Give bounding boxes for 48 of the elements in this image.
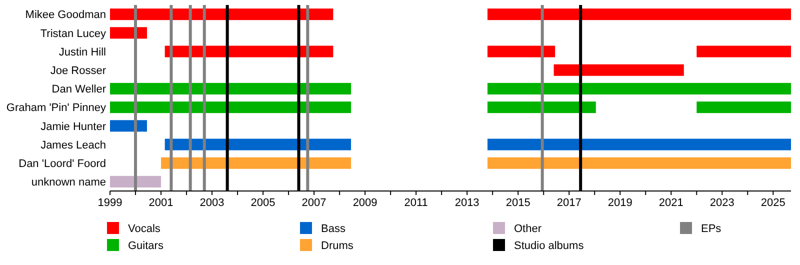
bar [554,64,684,76]
bar [161,157,352,169]
y-tick-label: Dan 'Loord' Foord [18,158,106,170]
x-tick-label: 2009 [352,197,378,209]
x-tick-label: 2007 [302,197,326,209]
bar [487,157,791,169]
bar [110,120,147,132]
bar [487,8,791,20]
x-tick-label: 2011 [404,197,428,209]
bar [110,27,147,39]
x-tick-label: 2019 [608,197,632,209]
x-tick-label: 2003 [200,197,224,209]
bar [110,102,352,114]
y-tick-label: Dan Weller [52,84,106,96]
y-tick-label: Tristan Lucey [40,28,106,40]
x-tick-label: 2005 [250,197,276,209]
legend-label: Bass [321,222,346,235]
x-tick-label: 2023 [710,197,734,209]
legend-label: Other [514,222,542,235]
y-tick-label: James Leach [40,139,106,152]
legend-label: Guitars [128,240,164,252]
y-tick-label: Justin Hill [58,46,106,58]
bar [487,102,596,114]
y-tick-label: Graham 'Pin' Pinney [6,102,106,114]
bar [110,176,162,188]
y-tick-label: Joe Rosser [50,64,106,77]
legend-label: Studio albums [514,240,584,252]
bar [487,138,791,150]
y-tick-label: unknown name [31,176,106,189]
bar [110,8,334,20]
x-tick-label: 2015 [506,197,530,209]
bar [696,46,791,58]
legend-label: Drums [321,240,354,252]
x-tick-label: 2025 [760,197,786,209]
legend-label: Vocals [128,222,161,235]
bar [487,82,791,94]
y-tick-label: Jamie Hunter [40,120,106,133]
x-tick-label: 1999 [98,197,122,209]
x-tick-label: 2017 [556,197,582,209]
bar [110,82,352,94]
bar [487,46,556,58]
y-tick-label: Mikee Goodman [25,9,106,22]
x-tick-label: 2013 [454,197,480,209]
x-tick-label: 2001 [148,197,174,209]
bar [164,46,334,58]
bar [696,102,791,114]
legend-label: EPs [701,222,722,235]
x-tick-label: 2021 [658,197,684,209]
